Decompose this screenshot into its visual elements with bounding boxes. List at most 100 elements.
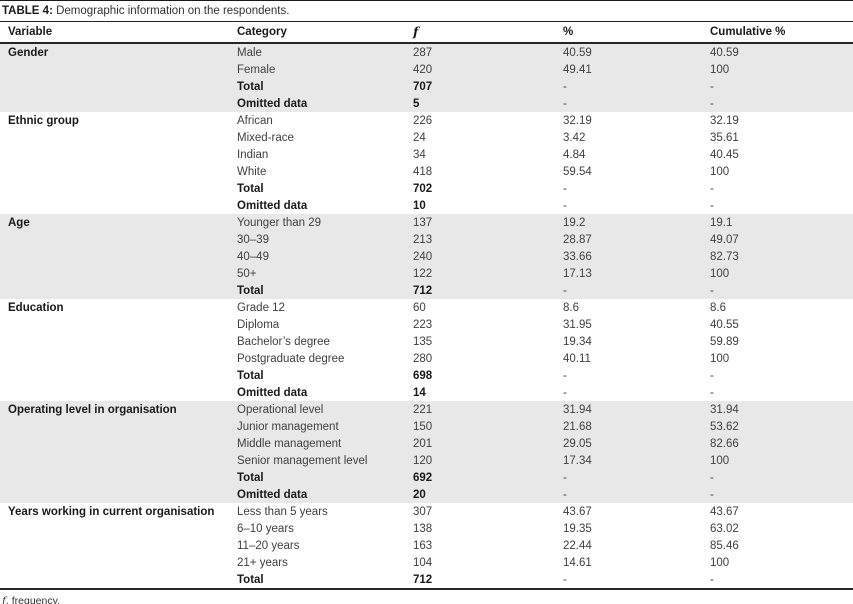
- percent-cell: 14.61: [563, 556, 592, 569]
- col-header-cumulative-percent: Cumulative %: [710, 25, 786, 38]
- col-header-category: Category: [237, 25, 287, 38]
- category-cell: Omitted data: [237, 199, 308, 212]
- cumulative-percent-cell: 100: [710, 454, 730, 467]
- category-cell: Postgraduate degree: [237, 352, 345, 365]
- cumulative-percent-cell: 85.46: [710, 539, 739, 552]
- variable-cell: [0, 265, 229, 282]
- category-cell: 40–49: [237, 250, 269, 263]
- cumulative-percent-cell: -: [710, 369, 714, 382]
- category-cell: 11–20 years: [237, 539, 300, 552]
- category-cell: Female: [237, 63, 276, 76]
- category-cell: Bachelor’s degree: [237, 335, 330, 348]
- percent-cell: 19.34: [563, 335, 592, 348]
- table-row: Omitted data 20 - -: [0, 486, 853, 503]
- table-row: 11–20 years 163 22.44 85.46: [0, 537, 853, 554]
- table-row: Age Younger than 29 137 19.2 19.1: [0, 214, 853, 231]
- table-caption: TABLE 4: Demographic information on the …: [0, 0, 853, 21]
- frequency-cell: 104: [413, 556, 433, 569]
- table-row: Mixed-race 24 3.42 35.61: [0, 129, 853, 146]
- cumulative-percent-cell: 100: [710, 556, 730, 569]
- variable-cell: [0, 418, 229, 435]
- category-cell: Total: [237, 369, 264, 382]
- frequency-cell: 287: [413, 46, 433, 59]
- percent-cell: 3.42: [563, 131, 586, 144]
- frequency-cell: 213: [413, 233, 433, 246]
- variable-cell: [0, 469, 229, 486]
- percent-cell: 59.54: [563, 165, 592, 178]
- variable-cell: [0, 367, 229, 384]
- category-cell: Male: [237, 46, 262, 59]
- category-cell: Total: [237, 80, 264, 93]
- frequency-cell: 221: [413, 403, 433, 416]
- frequency-cell: 692: [413, 471, 433, 484]
- cumulative-percent-cell: 100: [710, 267, 730, 280]
- variable-cell: [0, 95, 229, 112]
- category-cell: Younger than 29: [237, 216, 321, 229]
- percent-cell: 33.66: [563, 250, 592, 263]
- category-cell: Omitted data: [237, 97, 308, 110]
- frequency-cell: 201: [413, 437, 433, 450]
- table-row: Total 692 - -: [0, 469, 853, 486]
- cumulative-percent-cell: -: [710, 80, 714, 93]
- category-cell: Omitted data: [237, 386, 308, 399]
- table-footnote: f, frequency.: [0, 590, 853, 604]
- frequency-cell: 420: [413, 63, 433, 76]
- cumulative-percent-cell: 43.67: [710, 505, 739, 518]
- variable-cell: [0, 163, 229, 180]
- category-cell: 21+ years: [237, 556, 288, 569]
- variable-cell: [0, 180, 229, 197]
- col-header-frequency: f: [413, 24, 419, 39]
- frequency-cell: 135: [413, 335, 433, 348]
- table-row: Total 707 - -: [0, 78, 853, 95]
- category-cell: Omitted data: [237, 488, 308, 501]
- percent-cell: 49.41: [563, 63, 592, 76]
- percent-cell: 31.94: [563, 403, 592, 416]
- frequency-cell: 226: [413, 114, 433, 127]
- category-cell: Grade 12: [237, 301, 285, 314]
- table-row: Diploma 223 31.95 40.55: [0, 316, 853, 333]
- table-body: Gender Male 287 40.59 40.59 Female 420 49.41 100…: [0, 43, 853, 589]
- category-cell: African: [237, 114, 273, 127]
- table-row: Junior management 150 21.68 53.62: [0, 418, 853, 435]
- frequency-cell: 138: [413, 522, 433, 535]
- table-row: Middle management 201 29.05 82.66: [0, 435, 853, 452]
- table-row: Indian 34 4.84 40.45: [0, 146, 853, 163]
- variable-cell: Age: [8, 216, 30, 229]
- percent-cell: 17.34: [563, 454, 592, 467]
- table-row: Gender Male 287 40.59 40.59: [0, 43, 853, 61]
- category-cell: Less than 5 years: [237, 505, 328, 518]
- table-row: Total 712 - -: [0, 571, 853, 589]
- table-row: Senior management level 120 17.34 100: [0, 452, 853, 469]
- category-cell: Total: [237, 471, 264, 484]
- percent-cell: -: [563, 386, 567, 399]
- table-row: Bachelor’s degree 135 19.34 59.89: [0, 333, 853, 350]
- frequency-cell: 60: [413, 301, 426, 314]
- frequency-cell: 24: [413, 131, 426, 144]
- cumulative-percent-cell: 31.94: [710, 403, 739, 416]
- cumulative-percent-cell: 8.6: [710, 301, 726, 314]
- cumulative-percent-cell: 100: [710, 63, 730, 76]
- col-header-percent: %: [563, 25, 574, 38]
- table-row: 6–10 years 138 19.35 63.02: [0, 520, 853, 537]
- cumulative-percent-cell: 40.59: [710, 46, 739, 59]
- variable-cell: [0, 350, 229, 367]
- cumulative-percent-cell: 40.55: [710, 318, 739, 331]
- category-cell: Junior management: [237, 420, 339, 433]
- frequency-cell: 223: [413, 318, 433, 331]
- variable-cell: [0, 571, 229, 589]
- category-cell: Total: [237, 573, 264, 586]
- frequency-cell: 10: [413, 199, 426, 212]
- table-row: Years working in current organisation Les…: [0, 503, 853, 520]
- percent-cell: 8.6: [563, 301, 579, 314]
- cumulative-percent-cell: -: [710, 182, 714, 195]
- table-row: 40–49 240 33.66 82.73: [0, 248, 853, 265]
- percent-cell: -: [563, 182, 567, 195]
- table-row: 21+ years 104 14.61 100: [0, 554, 853, 571]
- variable-cell: [0, 231, 229, 248]
- category-cell: Middle management: [237, 437, 342, 450]
- cumulative-percent-cell: 53.62: [710, 420, 739, 433]
- category-cell: 50+: [237, 267, 257, 280]
- cumulative-percent-cell: -: [710, 97, 714, 110]
- cumulative-percent-cell: 59.89: [710, 335, 739, 348]
